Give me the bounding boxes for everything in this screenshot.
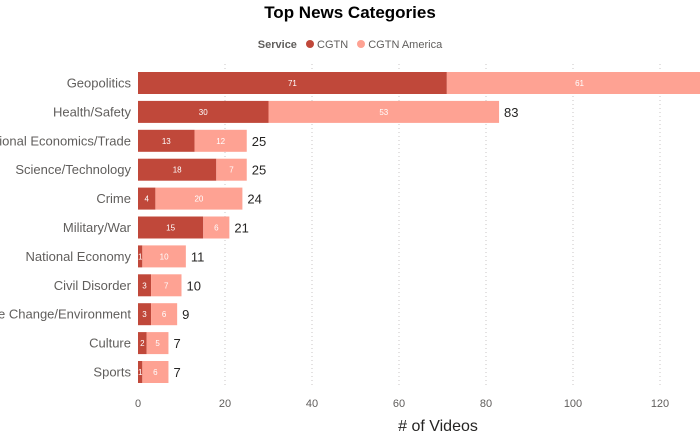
- bar-value-label: 7: [164, 281, 169, 290]
- bar-cgtn-america: [155, 187, 243, 210]
- bar-value-label: 6: [153, 368, 158, 377]
- category-label: Geopolitics: [67, 76, 132, 91]
- bar-cgtn-america: [142, 361, 169, 383]
- bar-cgtn: [138, 129, 195, 152]
- category-label: Civil Disorder: [54, 278, 132, 293]
- x-tick-label: 120: [651, 398, 669, 410]
- total-label: 21: [234, 221, 248, 236]
- category-label: International Economics/Trade: [0, 133, 131, 148]
- legend-item-cgtn-america[interactable]: CGTN America: [357, 39, 442, 51]
- total-label: 10: [187, 278, 201, 293]
- total-label: 7: [173, 336, 180, 351]
- bar-value-label: 4: [144, 195, 149, 204]
- legend: Service CGTN CGTN America: [0, 39, 700, 51]
- legend-label-cgtn: CGTN: [317, 39, 349, 51]
- bar-cgtn: [138, 187, 156, 210]
- bar-cgtn-america: [203, 216, 230, 239]
- legend-swatch-cgtn-america: [357, 40, 366, 48]
- x-tick-label: 40: [306, 398, 318, 410]
- bar-cgtn: [138, 303, 152, 326]
- bar-cgtn-america: [142, 245, 186, 268]
- category-label: Health/Safety: [53, 104, 132, 119]
- category-label: Climate Change/Environment: [0, 307, 131, 322]
- category-label: Military/War: [63, 220, 132, 235]
- x-tick-label: 20: [219, 398, 231, 410]
- legend-swatch-cgtn: [306, 40, 314, 48]
- bar-cgtn-america: [216, 158, 247, 181]
- total-label: 9: [182, 307, 189, 322]
- bar-value-label: 20: [194, 195, 203, 204]
- bar-value-label: 3: [142, 281, 147, 290]
- bar-value-label: 1: [138, 252, 143, 261]
- bar-cgtn-america: [151, 303, 178, 326]
- bar-value-label: 53: [379, 108, 388, 117]
- bar-value-label: 5: [155, 339, 160, 348]
- bar-value-label: 3: [142, 310, 147, 319]
- bar-cgtn-america: [446, 72, 700, 94]
- bar-cgtn-america: [194, 129, 247, 152]
- bar-value-label: 2: [140, 339, 145, 348]
- x-axis-title: # of Videos: [398, 418, 478, 435]
- total-label: 24: [247, 192, 261, 207]
- x-tick-label: 100: [564, 398, 582, 410]
- total-label: 25: [252, 134, 266, 149]
- chart-title: Top News Categories: [264, 3, 436, 22]
- legend-label-cgtn-america: CGTN America: [368, 39, 443, 51]
- bar-cgtn: [138, 100, 269, 123]
- bar-cgtn: [138, 158, 217, 181]
- category-label: Sports: [93, 365, 131, 380]
- x-tick-label: 0: [135, 398, 141, 410]
- bar-cgtn-america: [151, 274, 182, 297]
- x-tick-label: 60: [393, 398, 405, 410]
- bar-cgtn: [138, 361, 143, 383]
- bar-value-label: 61: [575, 79, 584, 88]
- bar-value-label: 71: [288, 79, 297, 88]
- category-label: Culture: [89, 336, 131, 351]
- total-label: 11: [191, 249, 205, 264]
- total-label: 7: [173, 365, 180, 380]
- legend-item-cgtn[interactable]: CGTN: [306, 39, 351, 51]
- total-label: 25: [252, 163, 266, 178]
- bar-value-label: 30: [199, 108, 208, 117]
- x-tick-label: 80: [480, 398, 492, 410]
- bar-cgtn: [138, 216, 204, 239]
- category-label: National Economy: [26, 249, 132, 264]
- total-label: 83: [504, 105, 518, 120]
- bar-value-label: 7: [229, 166, 234, 175]
- category-label: Crime: [96, 191, 131, 206]
- bar-value-label: 13: [162, 137, 171, 146]
- bar-cgtn: [138, 72, 447, 94]
- bar-value-label: 10: [160, 252, 169, 261]
- category-label: Science/Technology: [15, 162, 131, 177]
- bar-cgtn: [138, 245, 143, 268]
- bar-cgtn: [138, 274, 152, 297]
- bar-cgtn-america: [268, 100, 500, 123]
- bar-cgtn: [138, 332, 147, 355]
- bar-value-label: 6: [214, 224, 219, 233]
- bar-value-label: 1: [138, 368, 143, 377]
- bar-value-label: 6: [162, 310, 167, 319]
- bar-value-label: 12: [216, 137, 225, 146]
- bar-value-label: 18: [173, 166, 182, 175]
- bar-cgtn-america: [146, 332, 169, 355]
- legend-title: Service: [257, 39, 297, 51]
- bar-value-label: 15: [166, 224, 175, 233]
